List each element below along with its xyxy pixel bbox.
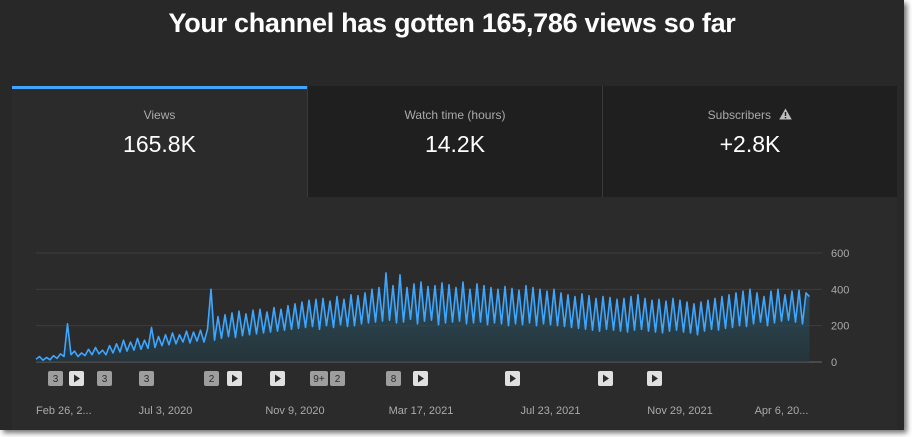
- play-icon: [652, 374, 658, 383]
- marker-box: [310, 371, 328, 386]
- tab-value: 165.8K: [123, 131, 196, 157]
- tab-label: Watch time (hours): [404, 108, 506, 122]
- play-icon: [275, 374, 281, 383]
- x-tick-label: Apr 6, 20...: [755, 405, 809, 417]
- video-play-marker[interactable]: [413, 371, 428, 386]
- x-tick-label: Nov 9, 2020: [265, 405, 324, 417]
- views-tab[interactable]: Views 165.8K: [12, 86, 307, 197]
- video-play-marker[interactable]: [270, 371, 285, 386]
- marker-count: 2: [335, 374, 341, 385]
- marker-box: [48, 371, 63, 386]
- x-tick-label: Jul 3, 2020: [139, 405, 193, 417]
- video-marker[interactable]: 3: [139, 371, 154, 386]
- x-tick-label: Mar 17, 2021: [389, 405, 454, 417]
- tab-value: +2.8K: [719, 131, 781, 157]
- video-play-marker[interactable]: [69, 371, 84, 386]
- marker-box: [97, 371, 112, 386]
- page-title: Your channel has gotten 165,786 views so…: [168, 8, 736, 38]
- marker-box: [204, 371, 219, 386]
- video-play-marker[interactable]: [647, 371, 662, 386]
- y-tick-label: 400: [831, 284, 849, 296]
- marker-box: [330, 371, 345, 386]
- warning-icon[interactable]: [779, 108, 793, 120]
- video-marker[interactable]: 9+: [310, 371, 328, 386]
- marker-box: [386, 371, 401, 386]
- video-play-marker[interactable]: [598, 371, 613, 386]
- play-icon: [510, 374, 516, 383]
- play-icon: [232, 374, 238, 383]
- video-marker[interactable]: 8: [386, 371, 401, 386]
- marker-count: 3: [144, 374, 150, 385]
- tab-label: Views: [143, 108, 176, 122]
- marker-count: 2: [209, 374, 215, 385]
- line: [35, 272, 811, 361]
- marker-count: 3: [53, 374, 59, 385]
- marker-box: [139, 371, 154, 386]
- tab-label-text: Subscribers: [707, 108, 771, 122]
- subscribers-tab[interactable]: Subscribers +2.8K: [602, 86, 897, 197]
- tab-value: 14.2K: [424, 131, 486, 157]
- video-marker[interactable]: 3: [97, 371, 112, 386]
- chart: 0 200 400 600 Feb 26, 2... Jul 3, 2020 Nov 9, …: [35, 248, 849, 417]
- marker-count: 9+: [313, 374, 325, 385]
- y-tick-label: 600: [831, 248, 849, 260]
- video-marker[interactable]: 3: [48, 371, 63, 386]
- area: [36, 272, 810, 362]
- video-play-marker[interactable]: [227, 371, 242, 386]
- video-marker[interactable]: 2: [330, 371, 345, 386]
- analytics-card: Your channel has gotten 165,786 views so…: [0, 0, 904, 430]
- marker-count: 3: [102, 374, 108, 385]
- x-tick-label: Nov 29, 2021: [647, 405, 712, 417]
- video-marker[interactable]: 2: [204, 371, 219, 386]
- tab-label: Subscribers: [603, 108, 897, 122]
- x-tick-label: Jul 23, 2021: [521, 405, 581, 417]
- marker-count: 8: [391, 374, 397, 385]
- play-icon: [418, 374, 424, 383]
- play-icon: [74, 374, 80, 383]
- x-tick-label: Feb 26, 2...: [36, 405, 92, 417]
- play-icon: [603, 374, 609, 383]
- watch-time-tab[interactable]: Watch time (hours) 14.2K: [307, 86, 602, 197]
- y-tick-label: 200: [831, 321, 849, 333]
- y-tick-label: 0: [831, 357, 837, 369]
- video-play-marker[interactable]: [505, 371, 520, 386]
